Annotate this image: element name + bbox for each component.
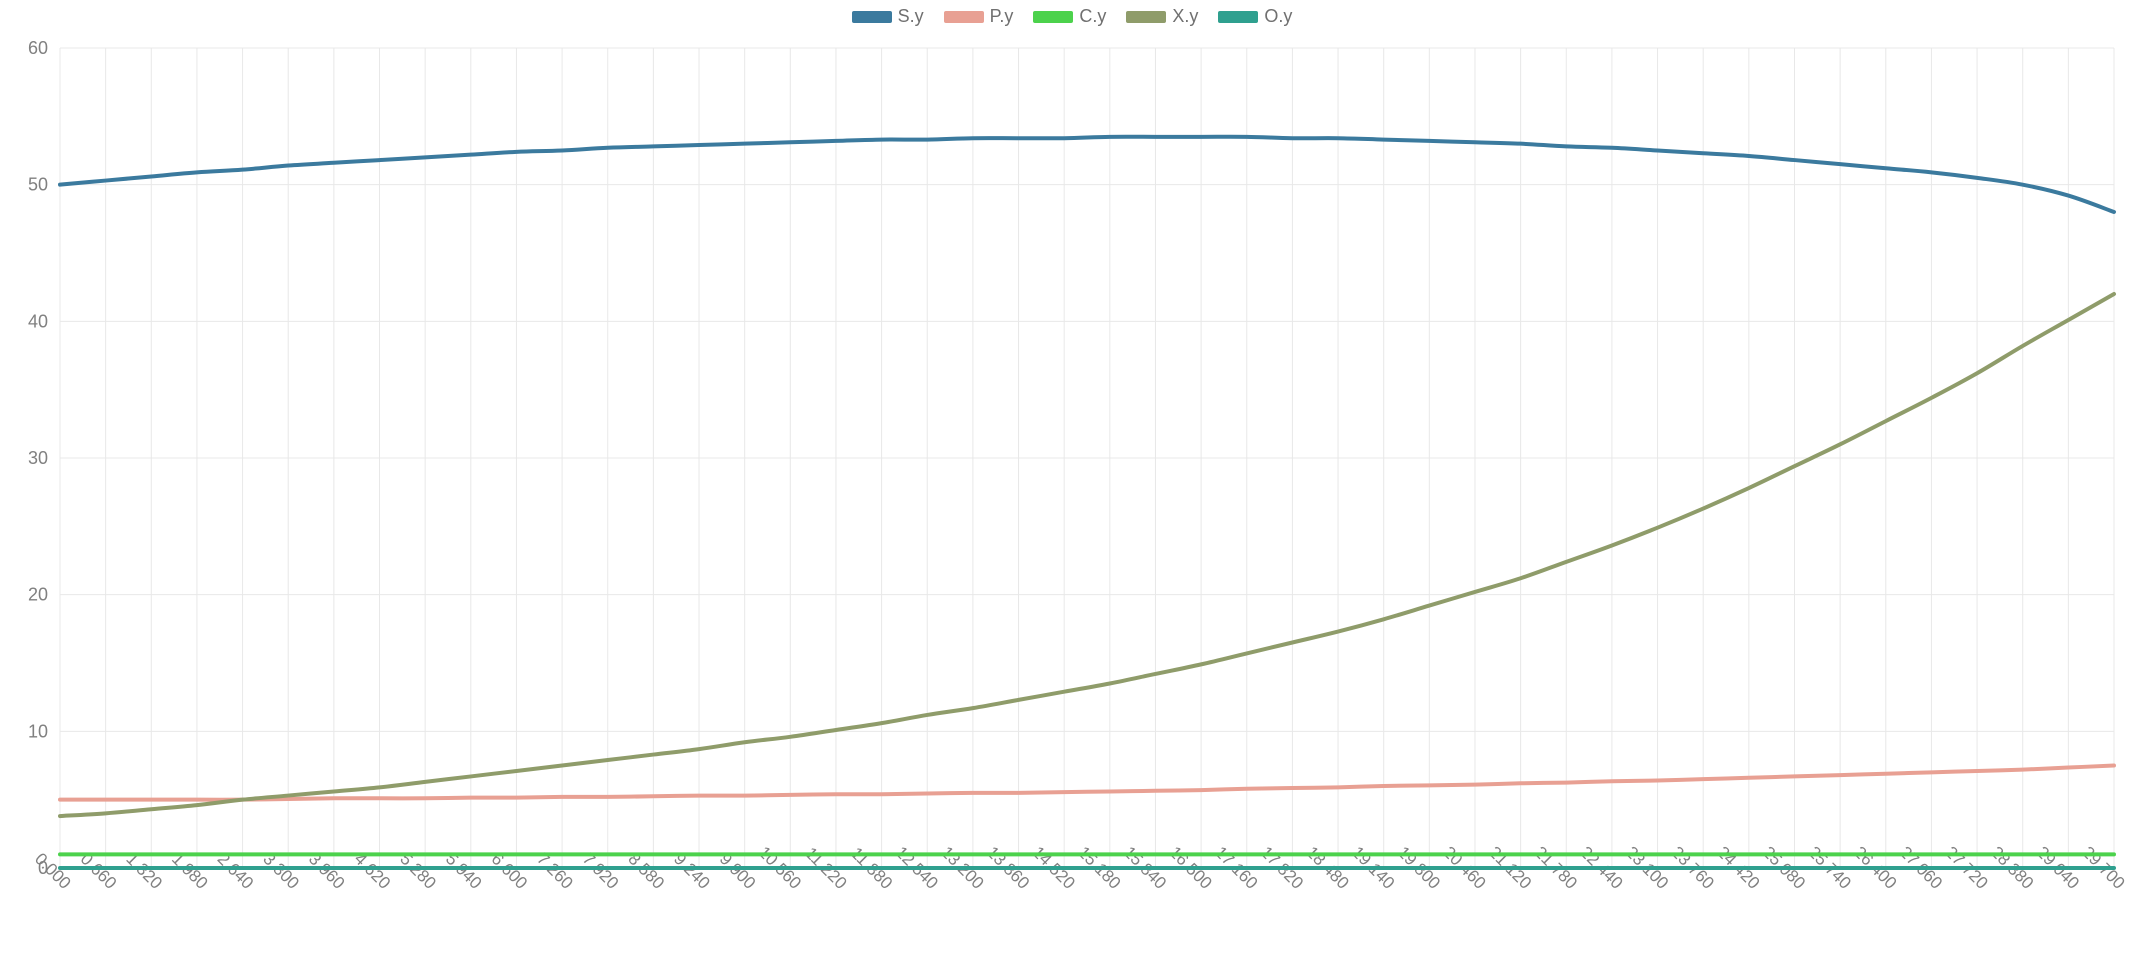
legend-swatch [1126,11,1166,23]
chart-legend: S.y P.y C.y X.y O.y [0,6,2144,28]
legend-item-x-y[interactable]: X.y [1126,6,1198,27]
legend-swatch [1218,11,1258,23]
y-axis-tick-label: 20 [28,585,48,605]
y-axis-tick-label: 40 [28,311,48,331]
line-chart: S.y P.y C.y X.y O.y 01020304050600.0000.6601… [0,0,2144,958]
y-axis-tick-label: 50 [28,175,48,195]
legend-label: S.y [898,6,924,27]
legend-swatch [852,11,892,23]
legend-item-s-y[interactable]: S.y [852,6,924,27]
legend-item-c-y[interactable]: C.y [1033,6,1106,27]
legend-label: O.y [1264,6,1292,27]
chart-svg: 01020304050600.0000.6601.3201.9802.6403.… [0,0,2144,958]
y-axis-tick-label: 60 [28,38,48,58]
legend-label: P.y [990,6,1014,27]
legend-swatch [944,11,984,23]
legend-item-o-y[interactable]: O.y [1218,6,1292,27]
y-axis-tick-label: 10 [28,721,48,741]
legend-swatch [1033,11,1073,23]
y-axis-tick-label: 30 [28,448,48,468]
legend-label: X.y [1172,6,1198,27]
legend-label: C.y [1079,6,1106,27]
legend-item-p-y[interactable]: P.y [944,6,1014,27]
